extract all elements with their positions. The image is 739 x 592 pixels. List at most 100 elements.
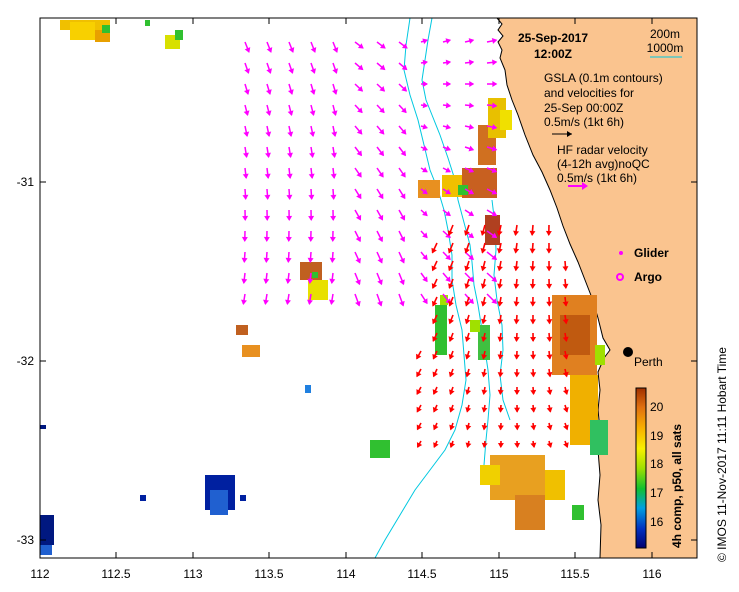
velocity-arrow-head (285, 257, 292, 263)
velocity-arrow-head (469, 80, 475, 87)
velocity-arrow-head (530, 442, 537, 449)
velocity-arrow-head (422, 188, 428, 195)
velocity-arrow-head (546, 442, 553, 449)
velocity-arrow-head (530, 425, 537, 431)
velocity-arrow-head (546, 319, 553, 325)
velocity-arrow-head (497, 442, 504, 449)
velocity-arrow-head (468, 145, 475, 152)
velocity-arrow-head (431, 247, 437, 254)
velocity-arrow-head (491, 210, 498, 217)
velocity-arrow-head (449, 424, 455, 431)
velocity-arrow-head (447, 247, 454, 254)
velocity-arrow-head (264, 194, 271, 200)
velocity-arrow-head (563, 442, 569, 448)
velocity-arrow-head (513, 230, 520, 236)
velocity-arrow-head (480, 230, 487, 236)
velocity-arrow-head (546, 266, 553, 272)
velocity-arrow-head (264, 173, 271, 179)
velocity-arrow-head (545, 248, 552, 254)
velocity-arrow-head (266, 89, 272, 95)
gsla-legend-line: and velocities for (544, 86, 634, 100)
velocity-arrow-head (562, 318, 569, 325)
sst-patches (40, 20, 608, 555)
velocity-arrow-head (287, 131, 294, 137)
velocity-arrow-head (286, 194, 293, 200)
velocity-arrow-head (448, 283, 454, 289)
velocity-arrow-head (546, 407, 553, 413)
velocity-arrow-head (355, 236, 362, 243)
isobath-legend-200m: 200m (650, 27, 680, 41)
velocity-arrow-head (355, 214, 362, 221)
colorbar-tick: 18 (650, 457, 664, 471)
velocity-arrow-head (401, 64, 408, 71)
velocity-arrow-head (241, 236, 248, 242)
x-tick-label: 115.5 (560, 567, 589, 581)
velocity-arrow-head (445, 102, 452, 109)
velocity-arrow-head (401, 43, 408, 49)
velocity-arrow-head (513, 354, 520, 360)
velocity-arrow-head (285, 236, 292, 242)
velocity-arrow-head (416, 353, 422, 360)
glider-label: Glider (634, 246, 669, 260)
velocity-arrow-head (378, 150, 385, 157)
velocity-arrow-head (379, 43, 386, 49)
velocity-arrow-head (400, 193, 406, 200)
velocity-arrow-head (379, 107, 385, 114)
velocity-arrow-head (378, 171, 384, 178)
velocity-arrow-head (285, 299, 291, 305)
velocity-arrow-head (468, 59, 475, 66)
velocity-arrow-head (266, 47, 273, 53)
gsla-legend-line: GSLA (0.1m contours) (544, 71, 663, 85)
velocity-arrow-head (448, 300, 454, 307)
velocity-arrow-head (480, 301, 487, 307)
velocity-arrow-head (445, 38, 452, 45)
velocity-arrow-head (445, 145, 452, 152)
perth-label: Perth (634, 355, 663, 369)
colorbar-tick: 20 (650, 400, 664, 414)
velocity-arrow-head (401, 107, 407, 114)
velocity-arrow-head (263, 299, 269, 305)
velocity-arrow-head (329, 278, 336, 284)
velocity-arrow-head (431, 300, 438, 307)
gsla-legend-line: 0.5m/s (1kt 6h) (544, 115, 624, 129)
velocity-arrow-head (379, 64, 386, 71)
y-tick-label: -31 (17, 175, 35, 189)
velocity-arrow-head (468, 254, 474, 261)
velocity-arrow-head (545, 230, 552, 236)
velocity-arrow-head (307, 299, 313, 305)
velocity-arrow-head (377, 236, 384, 243)
velocity-arrow-head (480, 283, 487, 289)
velocity-arrow-head (378, 193, 384, 200)
hf-radar-arrows (416, 224, 569, 449)
velocity-arrow-head (422, 145, 428, 151)
velocity-arrow-head (481, 336, 487, 342)
velocity-arrow-head (481, 389, 488, 396)
velocity-arrow-head (464, 230, 470, 236)
velocity-arrow-head (481, 424, 488, 431)
x-tick-label: 113 (183, 567, 202, 581)
hf-legend-line: HF radar velocity (557, 143, 648, 157)
velocity-arrow-head (530, 372, 537, 378)
credit-text: © IMOS 11-Nov-2017 11:11 Hobart Time (715, 347, 729, 562)
velocity-arrow-head (513, 266, 520, 272)
velocity-arrow-head (356, 150, 363, 157)
colorbar-tick: 16 (650, 515, 664, 529)
velocity-arrow-head (310, 68, 316, 74)
velocity-arrow-head (266, 68, 272, 74)
velocity-arrow-head (432, 389, 439, 395)
velocity-arrow-head (331, 131, 338, 137)
velocity-arrow-head (491, 232, 498, 239)
velocity-arrow-head (562, 371, 569, 378)
velocity-arrow-head (445, 210, 451, 217)
velocity-arrow-head (433, 424, 439, 431)
velocity-arrow-head (244, 89, 250, 95)
velocity-arrow-head (465, 424, 472, 431)
velocity-arrow-head (497, 407, 504, 413)
velocity-arrow-head (355, 300, 361, 307)
velocity-arrow-head (308, 194, 315, 200)
velocity-arrow-head (400, 171, 406, 178)
argo-label: Argo (634, 270, 662, 284)
velocity-arrow-head (416, 424, 422, 431)
velocity-arrow-head (562, 389, 569, 395)
gsla-velocity-arrows (241, 37, 498, 307)
